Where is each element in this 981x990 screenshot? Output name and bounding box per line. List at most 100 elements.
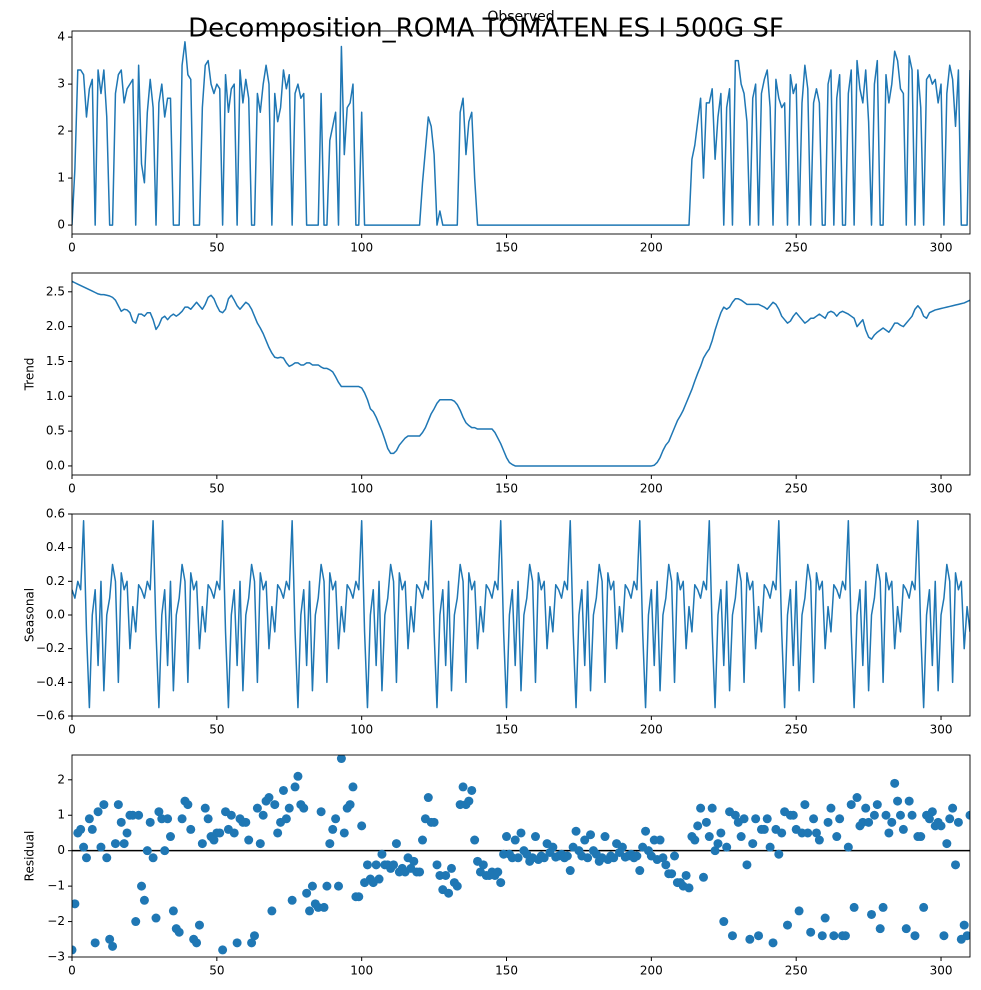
- point: [139, 895, 149, 905]
- point: [281, 814, 291, 824]
- point: [846, 800, 856, 810]
- point: [345, 800, 355, 810]
- y-tick-label: 4: [57, 30, 65, 44]
- y-tick-label: 0.4: [46, 540, 65, 554]
- x-tick-label: 0: [68, 723, 76, 737]
- point: [415, 867, 425, 877]
- point: [131, 917, 141, 927]
- point: [788, 810, 798, 820]
- x-tick-label: 250: [785, 241, 808, 255]
- point: [290, 782, 300, 792]
- point: [302, 888, 312, 898]
- x-tick-label: 100: [350, 241, 373, 255]
- point: [820, 913, 830, 923]
- point: [887, 817, 897, 827]
- point: [249, 931, 259, 941]
- point: [84, 814, 94, 824]
- point: [809, 814, 819, 824]
- point: [696, 803, 706, 813]
- point: [122, 828, 132, 838]
- x-tick-label: 0: [68, 964, 76, 978]
- point: [835, 814, 845, 824]
- point: [962, 931, 970, 941]
- point: [137, 881, 147, 891]
- point: [826, 803, 836, 813]
- point: [800, 800, 810, 810]
- point: [93, 807, 103, 817]
- point: [134, 810, 144, 820]
- point: [530, 832, 540, 842]
- point: [617, 842, 627, 852]
- point: [600, 832, 610, 842]
- y-tick-label: 2.0: [46, 319, 65, 333]
- point: [331, 814, 341, 824]
- point: [890, 778, 900, 788]
- point: [953, 817, 963, 827]
- point: [336, 755, 346, 764]
- point: [174, 927, 184, 937]
- point: [878, 902, 888, 912]
- point: [510, 835, 520, 845]
- point: [334, 881, 344, 891]
- point: [817, 931, 827, 941]
- point: [701, 817, 711, 827]
- point: [371, 860, 381, 870]
- point: [339, 828, 349, 838]
- point: [197, 839, 207, 849]
- point: [823, 817, 833, 827]
- point: [377, 849, 387, 859]
- y-axis-label: Seasonal: [23, 588, 37, 642]
- x-tick-label: 250: [785, 723, 808, 737]
- point: [965, 810, 970, 820]
- point: [774, 849, 784, 859]
- y-tick-label: −0.2: [36, 641, 65, 655]
- point: [418, 835, 428, 845]
- point: [867, 909, 877, 919]
- point: [362, 860, 372, 870]
- point: [391, 839, 401, 849]
- point: [496, 878, 506, 888]
- y-tick-label: 2.5: [46, 284, 65, 298]
- y-tick-label: 0.5: [46, 424, 65, 438]
- x-tick-label: 100: [350, 964, 373, 978]
- point: [452, 881, 462, 891]
- point: [305, 906, 315, 916]
- y-tick-label: −2: [47, 914, 65, 928]
- point: [299, 803, 309, 813]
- point: [76, 824, 86, 834]
- series-line: [72, 41, 970, 226]
- point: [423, 793, 433, 803]
- x-tick-label: 50: [209, 241, 224, 255]
- point: [832, 832, 842, 842]
- point: [270, 800, 280, 810]
- point: [713, 839, 723, 849]
- point: [875, 924, 885, 934]
- point: [814, 835, 824, 845]
- point: [502, 832, 512, 842]
- point: [901, 924, 911, 934]
- point: [470, 835, 480, 845]
- y-tick-label: 3: [57, 77, 65, 91]
- point: [389, 860, 399, 870]
- point: [698, 872, 708, 882]
- series-line: [72, 280, 970, 467]
- point: [87, 824, 97, 834]
- point: [916, 832, 926, 842]
- x-tick-label: 200: [640, 723, 663, 737]
- point: [586, 830, 596, 840]
- x-tick-label: 250: [785, 482, 808, 496]
- point: [768, 938, 778, 948]
- point: [910, 931, 920, 941]
- point: [806, 927, 816, 937]
- point: [322, 881, 332, 891]
- point: [154, 807, 164, 817]
- point: [516, 828, 526, 838]
- point: [539, 853, 549, 863]
- point: [108, 941, 118, 951]
- point: [160, 846, 170, 856]
- point: [849, 902, 859, 912]
- point: [429, 817, 439, 827]
- point: [119, 839, 129, 849]
